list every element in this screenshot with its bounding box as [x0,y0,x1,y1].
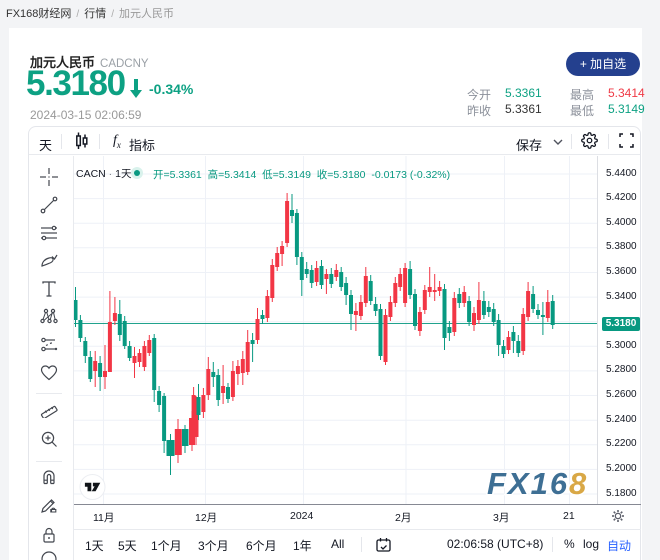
svg-text:FX16: FX16 [487,466,569,501]
svg-text:8: 8 [569,466,588,501]
svg-text:8: 8 [569,466,588,501]
svg-text:FX16: FX16 [487,466,569,501]
